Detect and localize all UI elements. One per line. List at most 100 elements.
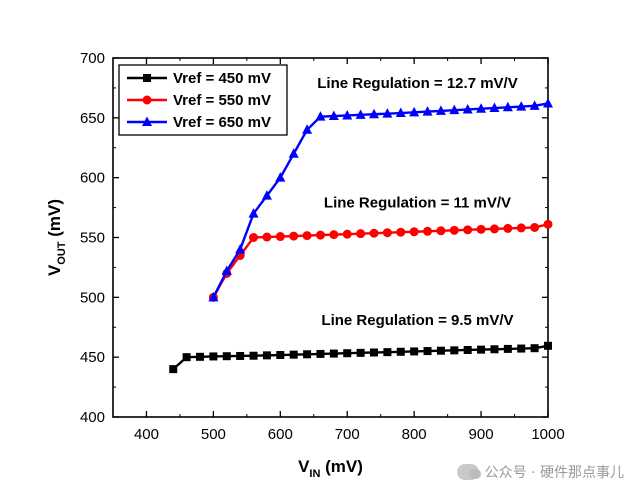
data-point: [236, 351, 245, 360]
data-point: [517, 344, 526, 353]
watermark: 公众号 · 硬件那点事儿: [456, 462, 624, 482]
legend-marker: [142, 116, 152, 126]
data-point: [222, 352, 231, 361]
annotation: Line Regulation = 11 mV/V: [324, 195, 511, 212]
data-point: [503, 344, 512, 353]
data-point: [209, 352, 218, 361]
legend: Vref = 450 mV Vref = 550 mV Vref = 650 mV: [118, 64, 288, 136]
data-point: [328, 110, 339, 121]
data-point: [462, 103, 473, 114]
data-point: [288, 148, 299, 158]
watermark-text: 公众号 · 硬件那点事儿: [484, 465, 624, 481]
data-point: [261, 190, 272, 200]
data-point: [235, 243, 246, 254]
data-point: [423, 347, 432, 356]
legend-entry: Vref = 450 mV: [127, 70, 271, 87]
data-point: [502, 101, 513, 112]
data-point: [316, 349, 325, 358]
data-point: [249, 233, 259, 242]
data-point: [221, 265, 232, 276]
x-tick-label: 400: [134, 426, 159, 443]
data-point: [530, 344, 539, 353]
data-point: [370, 348, 378, 357]
data-point: [543, 219, 553, 229]
data-point: [289, 350, 298, 359]
data-point: [396, 347, 405, 356]
x-tick-label: 900: [469, 426, 494, 443]
data-point: [208, 291, 219, 302]
legend-label: Vref = 650 mV: [173, 114, 271, 131]
data-point: [169, 365, 178, 374]
axes: 400 500 600 700 800 900 1000 400 450 500 550 600 650…: [45, 50, 565, 480]
data-point: [382, 228, 392, 238]
data-point: [395, 107, 406, 118]
data-point: [315, 111, 326, 121]
x-tick-label: 800: [402, 426, 427, 443]
data-point: [275, 172, 286, 182]
legend-label: Vref = 550 mV: [173, 92, 271, 109]
data-point: [315, 230, 325, 240]
data-point: [516, 223, 526, 233]
data-point: [369, 108, 379, 119]
data-point: [476, 103, 487, 113]
data-point: [463, 345, 472, 354]
data-point: [262, 232, 272, 242]
data-point: [449, 104, 460, 115]
data-point: [410, 347, 419, 356]
data-point: [302, 124, 313, 134]
data-point: [409, 106, 420, 117]
legend-label: Vref = 450 mV: [173, 70, 271, 87]
x-tick-label: 600: [268, 426, 293, 443]
data-point: [383, 348, 392, 357]
data-point: [262, 351, 271, 360]
data-point: [182, 353, 191, 362]
data-point: [196, 352, 204, 361]
data-point: [435, 105, 446, 115]
data-point: [449, 225, 459, 235]
data-point: [289, 231, 299, 241]
data-point: [409, 227, 419, 237]
data-point: [490, 345, 499, 354]
data-point: [342, 229, 352, 239]
data-point: [544, 341, 552, 350]
y-axis-label: VOUT (mV): [45, 199, 68, 276]
annotation: Line Regulation = 12.7 mV/V: [317, 75, 517, 92]
data-point: [356, 348, 365, 357]
data-point: [529, 100, 540, 110]
data-point: [422, 106, 433, 116]
legend-marker: [142, 95, 152, 105]
data-point: [303, 350, 312, 359]
data-point: [302, 231, 312, 241]
annotation: Line Regulation = 9.5 mV/V: [321, 312, 513, 329]
data-point: [369, 228, 379, 238]
data-point: [249, 351, 258, 360]
data-point: [450, 346, 459, 355]
data-point: [436, 346, 445, 355]
data-point: [396, 227, 406, 237]
y-tick-label: 400: [80, 409, 105, 426]
y-tick-label: 550: [80, 230, 105, 247]
data-point: [463, 225, 473, 235]
data-point: [489, 102, 500, 113]
x-axis-label: VIN (mV): [298, 457, 363, 480]
data-point: [329, 349, 338, 358]
x-tick-label: 500: [201, 426, 226, 443]
y-tick-label: 700: [80, 50, 105, 67]
data-point: [476, 224, 486, 234]
y-tick-label: 600: [80, 170, 105, 187]
data-point: [382, 108, 393, 118]
legend-entry: Vref = 550 mV: [127, 92, 271, 109]
data-point: [530, 222, 540, 232]
data-point: [343, 349, 352, 358]
wechat-icon: [456, 464, 481, 480]
data-point: [516, 101, 527, 111]
series-group: [169, 97, 553, 374]
data-point: [477, 345, 486, 354]
y-tick-label: 450: [80, 349, 105, 366]
x-tick-label: 1000: [531, 426, 564, 443]
data-point: [329, 230, 339, 240]
data-point: [248, 208, 259, 218]
data-point: [356, 229, 366, 239]
series-triangle: [208, 97, 553, 302]
